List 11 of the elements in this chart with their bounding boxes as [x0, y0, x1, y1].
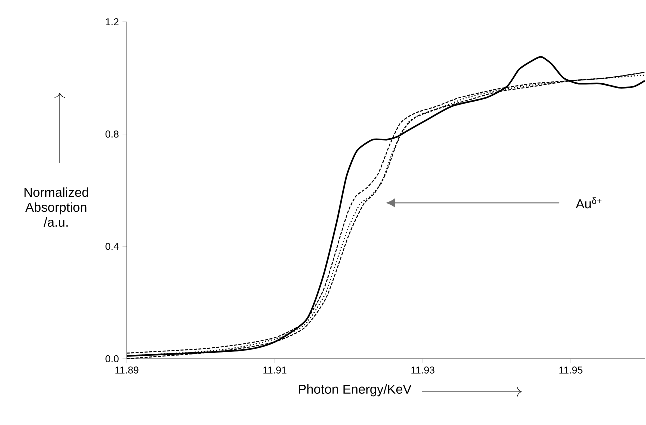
x-tick-label: 11.91	[264, 366, 287, 374]
x-tick-label: 11.95	[560, 366, 583, 374]
y-tick-label: 0.8	[106, 130, 119, 138]
x-axis-title: Photon Energy/KeV	[299, 384, 412, 397]
annotation: Au$^{δ+}$	[576, 198, 602, 209]
x-tick-label: 11.93	[412, 366, 435, 374]
y-tick-label: 0.4	[106, 243, 119, 250]
y-axis-title: Normalized Absorption /a.u.	[24, 188, 88, 228]
x-tick-label: 11.89	[116, 366, 139, 374]
y-tick-label: 1.2	[106, 18, 119, 26]
y-tick-label: 0.0	[106, 355, 119, 363]
